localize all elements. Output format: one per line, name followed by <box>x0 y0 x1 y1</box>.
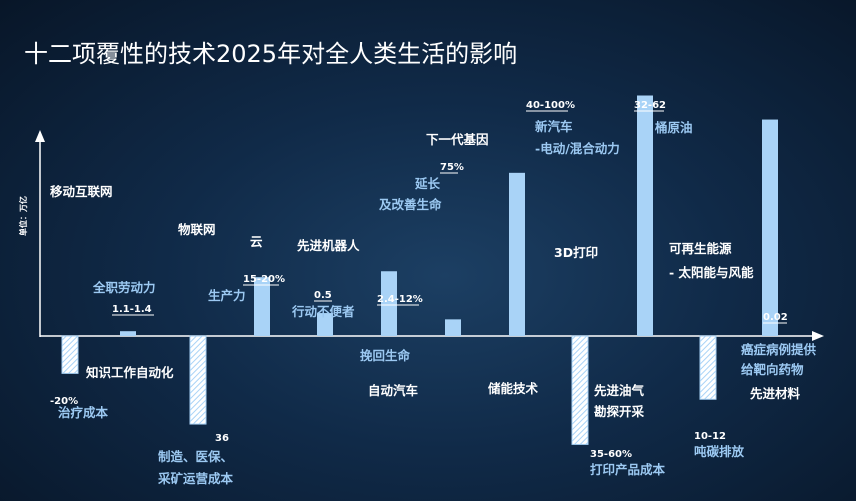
bar-cost-3 <box>699 335 717 400</box>
impact-label-0-5-1: -电动/混合动力 <box>535 141 620 156</box>
impact-label-1-1-1: 采矿运营成本 <box>157 471 234 486</box>
impact-label-0-7-1: 给靶向药物 <box>741 362 804 377</box>
value-label-1-0: -20% <box>50 396 78 407</box>
value-label-1-1: 36 <box>215 433 229 444</box>
value-label-0-5: 40-100% <box>526 100 575 111</box>
value-label-0-0: 1.1-1.4 <box>112 304 152 315</box>
impact-label-0-2-0: 行动不便者 <box>291 304 355 319</box>
tech-label-7-0: 储能技术 <box>487 381 539 396</box>
value-label-0-1: 15-20% <box>243 274 285 285</box>
impact-label-0-4-0: 延长 <box>414 176 441 191</box>
tech-label-8-0: 3D打印 <box>554 245 598 260</box>
bar-gain-7 <box>762 119 778 336</box>
tech-label-6-0: 下一代基因 <box>426 132 489 147</box>
tech-label-10-0: 可再生能源 <box>669 241 732 256</box>
tech-label-3-0: 云 <box>250 234 263 249</box>
impact-label-0-6-0: 桶原油 <box>654 120 693 135</box>
value-label-0-4: 75% <box>440 162 464 173</box>
value-label-0-7: 0.02 <box>763 312 788 323</box>
impact-label-0-3-0: 挽回生命 <box>360 348 411 363</box>
bar-gain-5 <box>509 172 525 336</box>
impact-label-1-0-0: 治疗成本 <box>58 405 109 420</box>
impact-label-0-7-0: 癌症病例提供 <box>741 342 817 357</box>
value-label-0-2: 0.5 <box>314 290 332 301</box>
bar-gain-6 <box>637 95 653 336</box>
impact-label-1-1-0: 制造、医保、 <box>158 449 233 464</box>
labels: 1.1-1.4 全职劳动力 15-20% 生产力 0.5 行动不便者 2.4-12% 挽回生命… <box>50 100 817 486</box>
value-label-0-6: 32-62 <box>634 100 666 111</box>
tech-label-1-0: 知识工作自动化 <box>85 365 174 380</box>
tech-label-2-0: 物联网 <box>178 222 216 237</box>
tech-label-0-0: 移动互联网 <box>50 184 113 199</box>
bar-cost-0 <box>61 335 79 374</box>
value-label-1-3: 10-12 <box>694 431 726 442</box>
bar-cost-2 <box>571 335 589 445</box>
value-label-1-2: 35-60% <box>590 449 632 460</box>
x-axis-arrow <box>812 331 824 341</box>
y-axis-arrow <box>35 130 45 142</box>
bar-gain-3 <box>381 271 397 336</box>
impact-label-0-1-0: 生产力 <box>208 288 246 303</box>
bar-gain-2 <box>317 313 333 336</box>
tech-label-5-0: 自动汽车 <box>368 383 419 398</box>
bar-gain-0 <box>120 331 136 336</box>
chart-title: 十二项覆性的技术2025年对全人类生活的影响 <box>24 40 517 68</box>
tech-label-11-0: 先进材料 <box>750 386 801 401</box>
bar-gain-1 <box>254 277 270 336</box>
bars <box>61 95 778 445</box>
tech-label-9-0: 先进油气 <box>594 383 645 398</box>
impact-label-0-5-0: 新汽车 <box>535 119 573 134</box>
impact-label-1-3-0: 吨碳排放 <box>694 444 745 459</box>
bar-cost-1 <box>189 335 207 425</box>
impact-label-1-2-0: 打印产品成本 <box>590 462 666 477</box>
impact-label-0-0-0: 全职劳动力 <box>92 280 156 295</box>
tech-label-9-1: 勘探开采 <box>594 404 645 419</box>
impact-label-0-4-1: 及改善生命 <box>379 197 442 212</box>
y-axis-label: 单位：万亿 <box>18 196 28 236</box>
tech-label-10-1: - 太阳能与风能 <box>669 265 754 280</box>
value-label-0-3: 2.4-12% <box>377 294 423 305</box>
bar-gain-4 <box>445 319 461 336</box>
tech-label-4-0: 先进机器人 <box>297 238 360 253</box>
